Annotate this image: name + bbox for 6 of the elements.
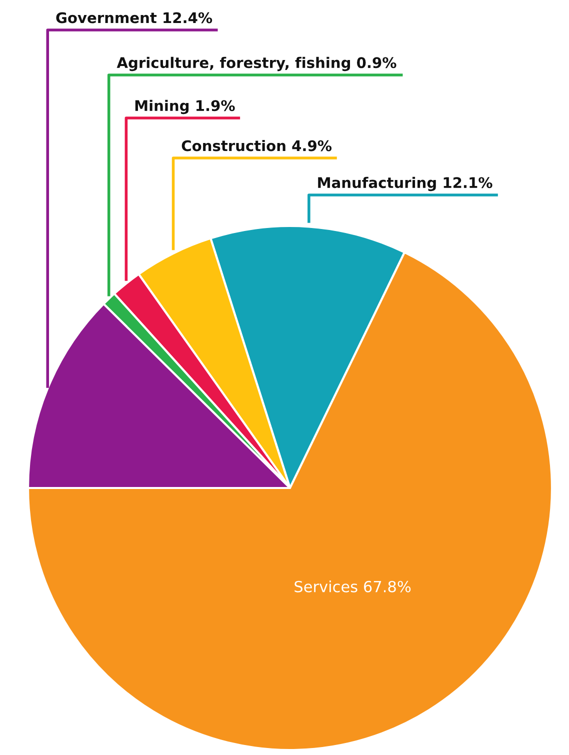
slice-label: Construction 4.9% (182, 140, 332, 152)
slice-label: Agriculture, forestry, fishing 0.9% (116, 56, 396, 72)
slice-label: Government 12.4% (56, 12, 212, 24)
slice-label: Mining 1.9% (135, 100, 235, 114)
slice-label: Services 67.8% (294, 580, 411, 592)
slice-label: Manufacturing 12.1% (318, 176, 492, 192)
